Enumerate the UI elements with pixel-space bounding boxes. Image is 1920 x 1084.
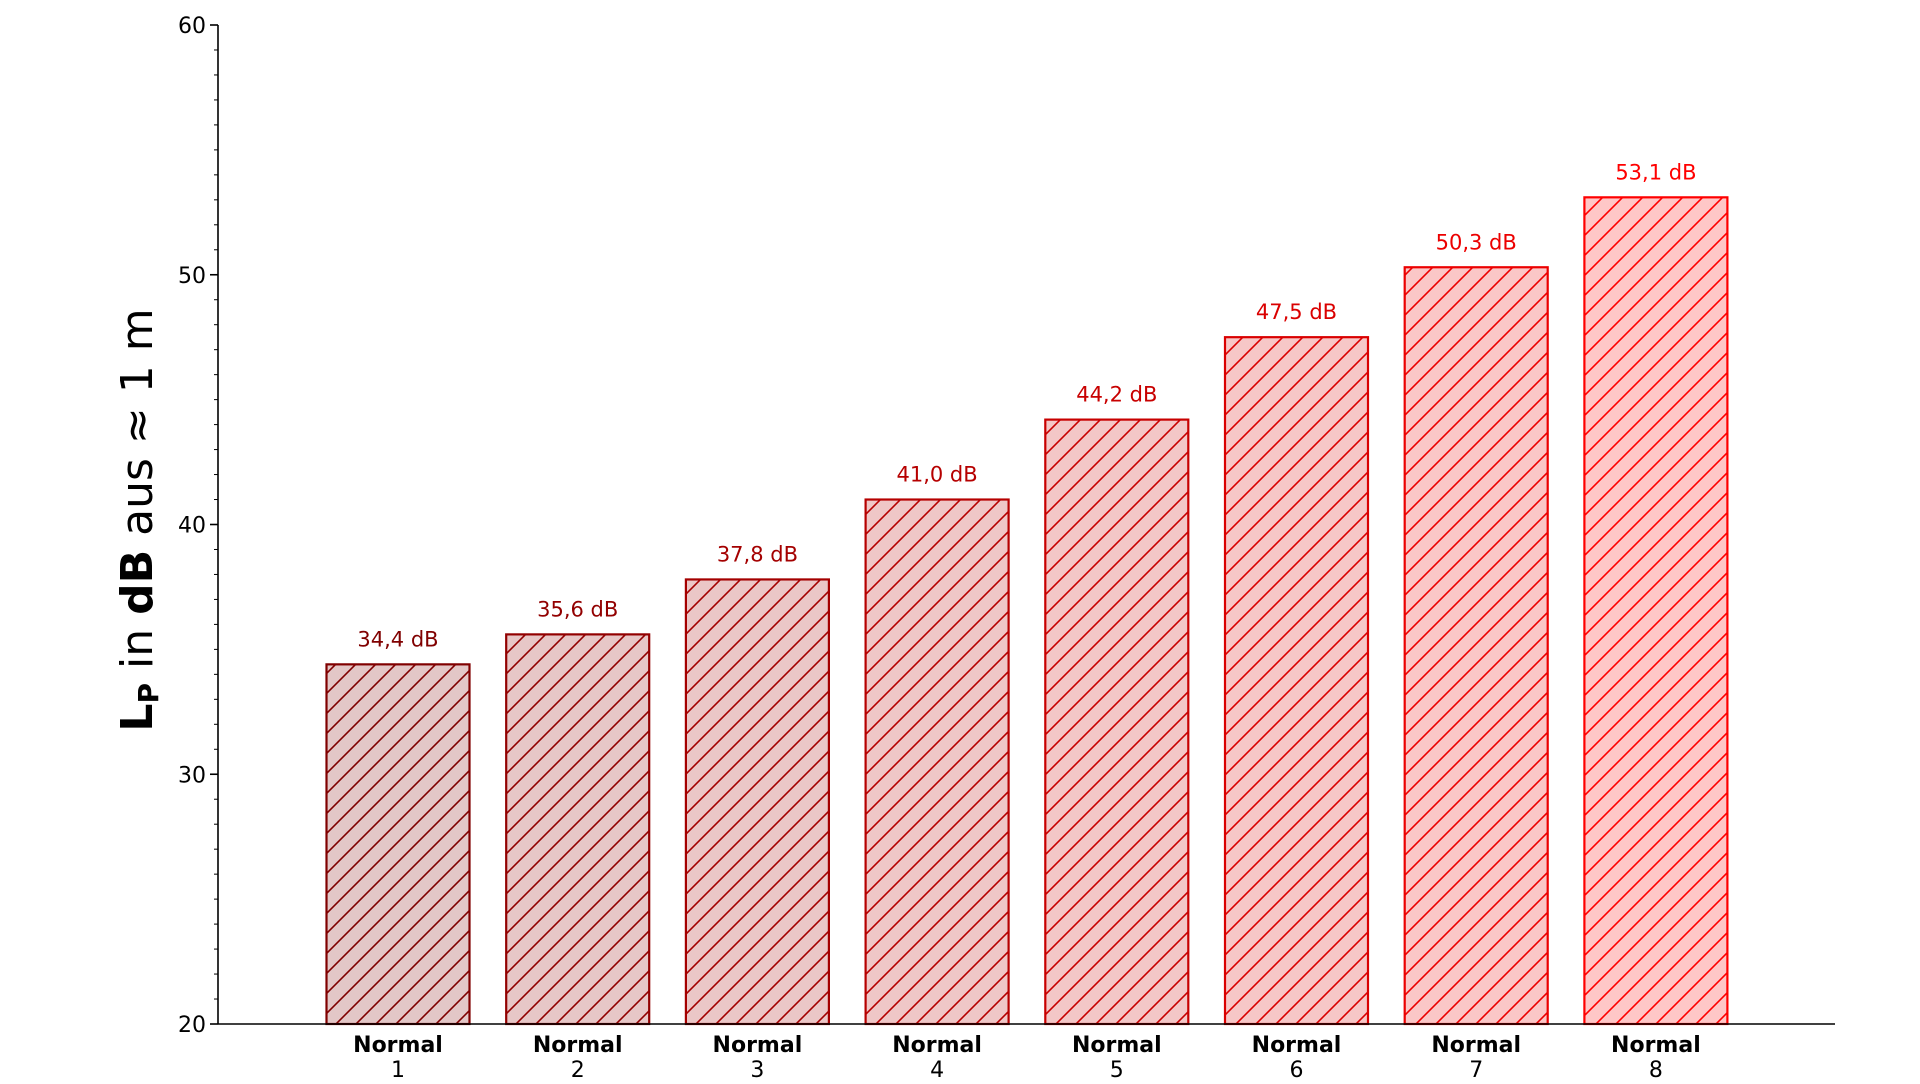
y-tick-label: 60 [178, 14, 206, 39]
data-label-8: 53,1 dB [1615, 160, 1696, 184]
y-axis-label-in: in [112, 615, 163, 683]
x-tick-label-number-3: 3 [750, 1058, 764, 1080]
x-tick-label-name-2: Normal [533, 1033, 623, 1058]
x-tick-label-number-2: 2 [571, 1058, 585, 1080]
data-label-1: 34,4 dB [357, 627, 438, 651]
bar-4 [864, 498, 1010, 1026]
bar-7 [1403, 266, 1549, 1026]
x-tick-label-number-4: 4 [930, 1058, 944, 1080]
axis-layer: Normal1Normal2Normal3Normal4Normal5Norma… [178, 14, 1835, 1083]
bar-1 [325, 663, 471, 1026]
x-tick-label-name-1: Normal [353, 1033, 443, 1058]
bar-3 [684, 578, 831, 1026]
bar-6 [1223, 336, 1370, 1026]
data-label-4: 41,0 dB [897, 463, 978, 487]
y-axis-label-rest: aus ≈ 1 m [112, 308, 163, 549]
x-tick-label-name-5: Normal [1072, 1033, 1162, 1058]
x-tick-label-number-5: 5 [1110, 1058, 1124, 1080]
x-tick-label-number-7: 7 [1469, 1058, 1483, 1080]
x-tick-label-name-3: Normal [713, 1033, 803, 1058]
data-label-5: 44,2 dB [1076, 383, 1157, 407]
x-tick-label-name-7: Normal [1431, 1033, 1521, 1058]
y-tick-label: 40 [178, 514, 206, 539]
bar-8 [1583, 196, 1729, 1026]
x-tick-label-number-8: 8 [1649, 1058, 1663, 1080]
y-axis-label-unit: dB [112, 550, 163, 615]
y-tick-label: 50 [178, 264, 206, 289]
x-tick-label-name-6: Normal [1252, 1033, 1342, 1058]
x-tick-label-name-4: Normal [892, 1033, 982, 1058]
y-tick-label: 20 [178, 1013, 206, 1038]
bar-2 [505, 633, 651, 1026]
y-tick-label: 30 [178, 763, 206, 788]
bars-layer: 34,4 dB 35,6 dB 37,8 dB 41,0 dB 44,2 dB 47,5 … [325, 160, 1729, 1026]
data-label-2: 35,6 dB [537, 597, 618, 621]
data-label-7: 50,3 dB [1436, 230, 1517, 254]
x-tick-label-number-6: 6 [1290, 1058, 1304, 1080]
y-axis-label: LP in dB aus ≈ 1 m [112, 308, 165, 731]
bar-5 [1044, 418, 1190, 1026]
y-axis-label-subscript: P [132, 683, 165, 704]
data-label-3: 37,8 dB [717, 542, 798, 566]
x-tick-label-name-8: Normal [1611, 1033, 1701, 1058]
data-label-6: 47,5 dB [1256, 300, 1337, 324]
y-axis-label-symbol: L [112, 704, 163, 732]
x-tick-label-number-1: 1 [391, 1058, 405, 1080]
